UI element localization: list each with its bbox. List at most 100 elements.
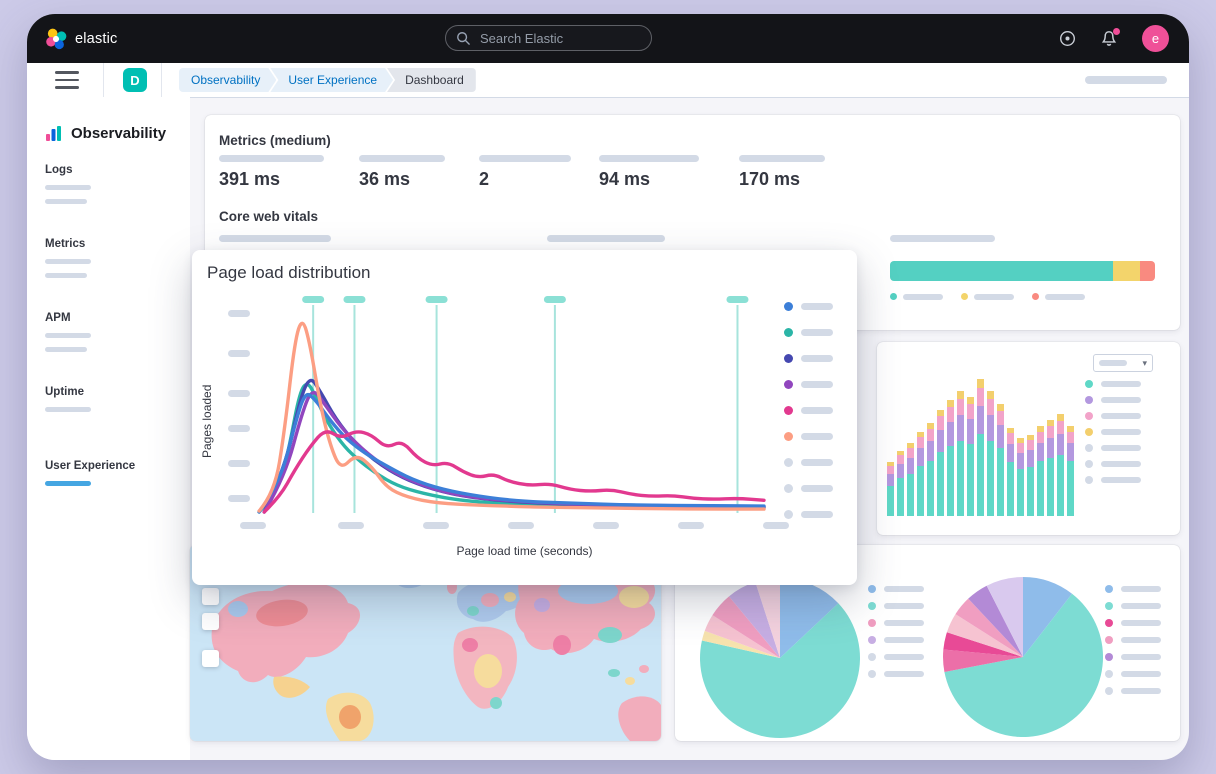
legend-item[interactable] <box>1085 476 1141 484</box>
annotation-marker <box>543 296 566 303</box>
metric-stat: 2 <box>479 155 571 190</box>
bar-segment <box>997 411 1004 425</box>
legend-item[interactable] <box>784 406 833 415</box>
legend-item[interactable] <box>1085 396 1141 404</box>
display-options-select[interactable]: ▾ <box>1093 354 1153 372</box>
bar-segment <box>1027 467 1034 516</box>
legend-item[interactable] <box>784 458 833 467</box>
bar-segment <box>907 474 914 516</box>
legend-item[interactable] <box>784 328 833 337</box>
pie-chart-left[interactable] <box>697 575 863 741</box>
legend-label-skeleton <box>801 433 833 440</box>
legend-item[interactable] <box>1085 444 1141 452</box>
breadcrumb-user-experience[interactable]: User Experience <box>270 68 393 92</box>
breadcrumb-observability[interactable]: Observability <box>179 68 276 92</box>
legend-item[interactable] <box>1032 293 1085 300</box>
bar-segment <box>987 391 994 399</box>
legend-item[interactable] <box>868 670 924 678</box>
legend-item[interactable] <box>1105 670 1161 678</box>
skeleton-label <box>479 155 571 162</box>
global-search[interactable] <box>445 25 652 51</box>
legend-dot <box>784 510 793 519</box>
bar-segment <box>887 466 894 474</box>
pie-slice <box>1023 577 1073 657</box>
user-avatar[interactable]: e <box>1142 25 1169 52</box>
bar-segment <box>987 399 994 415</box>
legend-item[interactable] <box>1105 636 1161 644</box>
legend-item[interactable] <box>868 619 924 627</box>
legend-label-skeleton <box>1101 413 1141 419</box>
space-avatar[interactable]: D <box>123 68 147 92</box>
distribution-line-chart[interactable] <box>252 294 772 520</box>
help-icon[interactable] <box>1058 30 1076 48</box>
bar-segment <box>937 452 944 516</box>
bar-segment <box>957 399 964 415</box>
legend-item[interactable] <box>1105 653 1161 661</box>
legend-item[interactable] <box>868 602 924 610</box>
legend-label-skeleton <box>1045 293 1085 300</box>
legend-item[interactable] <box>1085 412 1141 420</box>
elastic-logo-home-link[interactable]: elastic <box>45 28 118 50</box>
observability-icon <box>46 126 61 141</box>
legend-dot <box>961 293 968 300</box>
legend-item[interactable] <box>1105 602 1161 610</box>
legend-item[interactable] <box>784 302 833 311</box>
app-window: elastic e <box>27 14 1189 760</box>
bar-segment <box>947 407 954 422</box>
notifications-bell-icon[interactable] <box>1100 27 1120 48</box>
legend-item[interactable] <box>890 293 943 300</box>
bar-segment <box>1057 414 1064 421</box>
legend-item[interactable] <box>868 585 924 593</box>
divider <box>103 63 104 97</box>
legend-item[interactable] <box>784 354 833 363</box>
legend-label-skeleton <box>801 303 833 310</box>
bar-segment <box>987 415 994 441</box>
header-actions: e <box>1058 25 1189 52</box>
legend-item[interactable] <box>784 432 833 441</box>
pie-slice <box>955 598 1023 657</box>
core-web-vitals-bar[interactable] <box>890 261 1155 281</box>
sidebar-item-logs[interactable]: Logs <box>45 164 91 204</box>
map-control-button[interactable] <box>202 650 219 667</box>
legend-item[interactable] <box>1085 460 1141 468</box>
legend-dot <box>1085 444 1093 452</box>
legend-dot <box>784 380 793 389</box>
skeleton-link <box>45 347 87 352</box>
legend-dot <box>868 670 876 678</box>
legend-item[interactable] <box>1105 619 1161 627</box>
pie-chart-right[interactable] <box>940 574 1106 740</box>
legend-dot <box>784 484 793 493</box>
legend-item[interactable] <box>1105 687 1161 695</box>
search-input[interactable] <box>478 29 632 47</box>
legend-item[interactable] <box>784 484 833 493</box>
sidebar-item-apm[interactable]: APM <box>45 312 91 352</box>
bar-segment <box>997 448 1004 516</box>
legend-item[interactable] <box>1085 428 1141 436</box>
legend-item[interactable] <box>784 510 833 519</box>
sidebar-item-label: Uptime <box>45 386 84 398</box>
legend-item[interactable] <box>784 380 833 389</box>
map-control-button[interactable] <box>202 613 219 630</box>
stacked-bar-chart[interactable] <box>883 360 1083 518</box>
legend-item[interactable] <box>868 636 924 644</box>
sidebar: Observability Logs Metrics APM Uptime Us… <box>27 97 190 760</box>
sidebar-item-metrics[interactable]: Metrics <box>45 238 91 278</box>
sidebar-item-user-experience[interactable]: User Experience <box>45 460 135 486</box>
map-control-button[interactable] <box>202 588 219 605</box>
bar-segment <box>897 455 904 464</box>
y-tick-skeleton <box>228 425 250 432</box>
global-header: elastic e <box>27 14 1189 63</box>
series-line-blue <box>257 393 766 514</box>
pie-slice <box>986 577 1023 657</box>
legend-item[interactable] <box>868 653 924 661</box>
bar-segment <box>887 462 894 466</box>
legend-item[interactable] <box>1105 585 1161 593</box>
legend-item[interactable] <box>961 293 1014 300</box>
sidebar-item-uptime[interactable]: Uptime <box>45 386 91 412</box>
bar-segment <box>1037 432 1044 443</box>
menu-icon[interactable] <box>55 71 79 89</box>
pie-slice <box>943 649 1023 672</box>
legend-item[interactable] <box>1085 380 1141 388</box>
legend-label-skeleton <box>1101 397 1141 403</box>
